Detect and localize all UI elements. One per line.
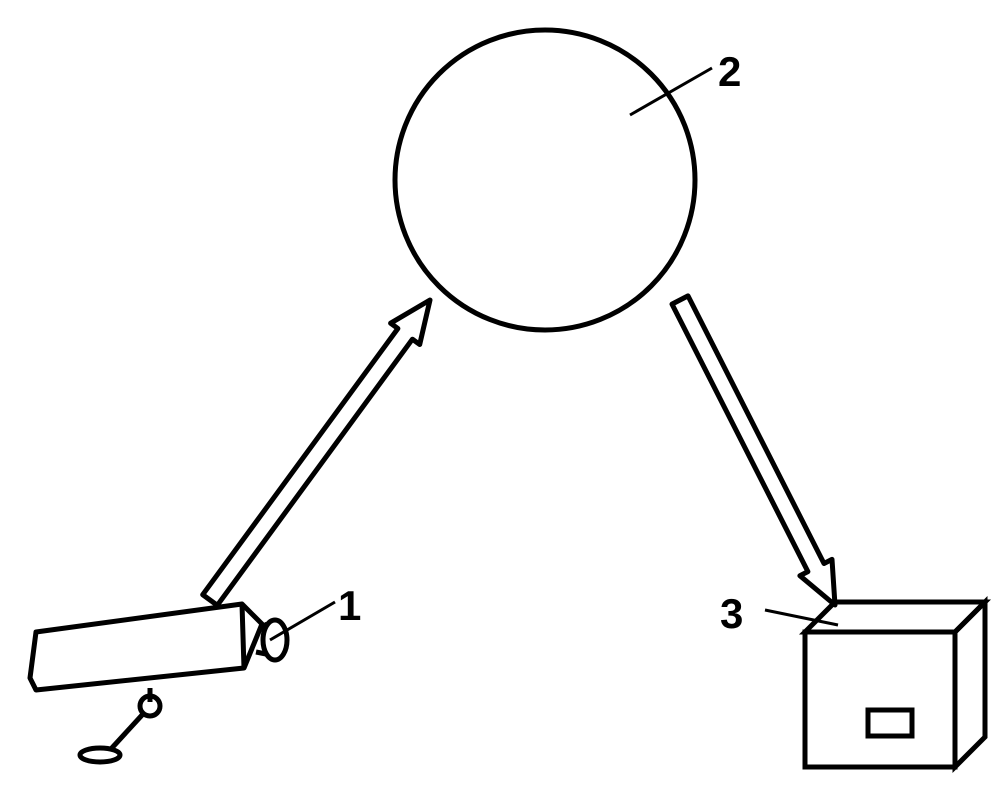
box-inner [868, 710, 912, 736]
label-1: 1 [338, 582, 361, 630]
box-side [955, 602, 985, 767]
camera-lens-top [260, 624, 267, 628]
camera-arm [110, 714, 143, 750]
circle-node [395, 30, 695, 330]
label-3: 3 [720, 590, 743, 638]
arrow-2 [672, 296, 835, 605]
camera-lens-bot [256, 652, 266, 654]
camera-body [30, 604, 262, 690]
box-front [805, 632, 955, 767]
arrow-1 [203, 300, 430, 605]
diagram-svg [0, 0, 996, 790]
label-2: 2 [718, 48, 741, 96]
leader-2 [630, 68, 712, 115]
camera-foot [80, 748, 120, 762]
diagram-canvas: 1 2 3 [0, 0, 996, 790]
camera-front-edge [242, 604, 244, 668]
